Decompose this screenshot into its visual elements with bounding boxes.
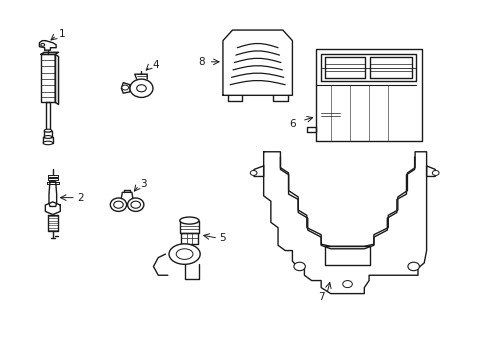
Polygon shape	[45, 202, 60, 215]
Polygon shape	[325, 57, 365, 78]
Text: 1: 1	[59, 29, 65, 39]
Text: 4: 4	[152, 60, 158, 70]
Polygon shape	[263, 152, 426, 294]
Polygon shape	[181, 233, 198, 243]
Text: 5: 5	[219, 233, 226, 243]
Ellipse shape	[44, 129, 52, 132]
Polygon shape	[223, 30, 292, 95]
Polygon shape	[40, 41, 45, 50]
Ellipse shape	[169, 244, 200, 264]
Polygon shape	[316, 49, 421, 141]
Polygon shape	[180, 221, 199, 233]
Text: 3: 3	[140, 179, 147, 189]
Text: 6: 6	[288, 118, 295, 129]
Circle shape	[122, 85, 128, 90]
Circle shape	[431, 171, 438, 175]
Ellipse shape	[43, 141, 53, 145]
Ellipse shape	[176, 249, 193, 259]
Polygon shape	[306, 127, 316, 132]
Circle shape	[41, 44, 44, 46]
Polygon shape	[45, 102, 50, 131]
Polygon shape	[48, 175, 58, 177]
Polygon shape	[369, 57, 411, 78]
Circle shape	[113, 201, 123, 208]
Ellipse shape	[130, 79, 153, 98]
Polygon shape	[41, 52, 59, 54]
Polygon shape	[44, 131, 52, 137]
Polygon shape	[44, 41, 56, 50]
Polygon shape	[325, 246, 369, 265]
Polygon shape	[121, 83, 130, 93]
Circle shape	[131, 201, 140, 208]
Ellipse shape	[44, 136, 52, 138]
Text: 8: 8	[198, 57, 204, 67]
Ellipse shape	[180, 217, 199, 224]
Text: 7: 7	[317, 292, 324, 302]
Polygon shape	[321, 54, 415, 81]
Text: 2: 2	[78, 193, 84, 203]
Polygon shape	[41, 54, 55, 102]
Polygon shape	[254, 166, 263, 176]
Ellipse shape	[110, 198, 126, 211]
Circle shape	[250, 171, 256, 175]
Circle shape	[407, 262, 419, 271]
Polygon shape	[47, 182, 59, 184]
Ellipse shape	[127, 198, 143, 211]
Polygon shape	[48, 215, 58, 231]
Circle shape	[136, 85, 146, 92]
Polygon shape	[43, 137, 53, 143]
Polygon shape	[49, 182, 57, 207]
Circle shape	[342, 280, 351, 288]
Circle shape	[293, 262, 305, 271]
Polygon shape	[47, 178, 58, 180]
Polygon shape	[426, 166, 434, 176]
Polygon shape	[55, 54, 59, 104]
